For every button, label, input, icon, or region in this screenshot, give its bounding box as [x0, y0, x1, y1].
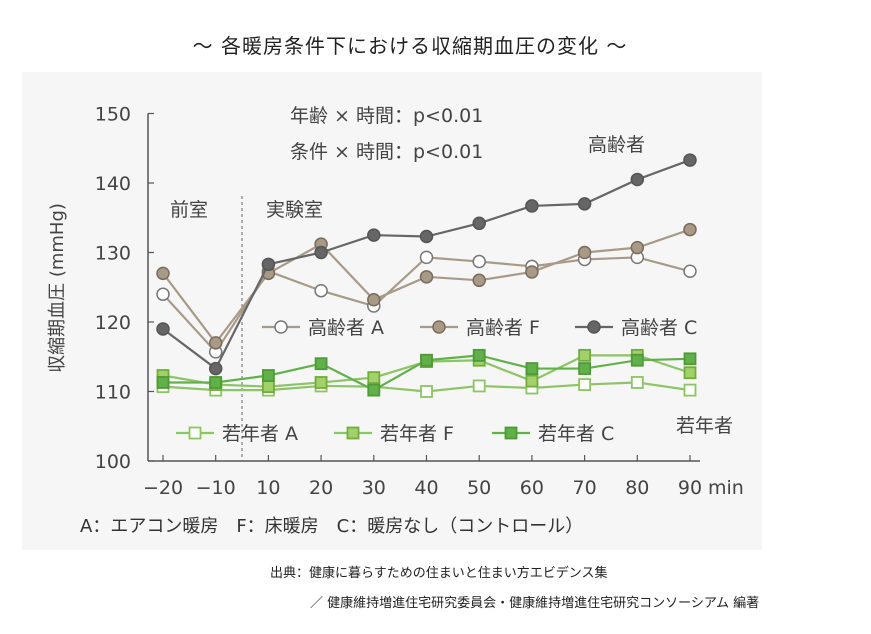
- x-tick-label: 90: [678, 477, 702, 499]
- stats-condition-time: 条件 × 時間：p<0.01: [290, 141, 483, 163]
- condition-legend-note: A：エアコン暖房 F：床暖房 C：暖房なし（コントロール）: [80, 516, 584, 537]
- series-2-point: [525, 265, 539, 279]
- legend-label: 高齢者 F: [466, 317, 540, 339]
- phase-label-lab: 実験室: [266, 199, 323, 221]
- series-3-point: [314, 245, 328, 260]
- legend-marker: [432, 320, 446, 334]
- series-1-point: [314, 283, 328, 298]
- x-tick-label: 50: [467, 477, 491, 499]
- legend-label: 若年者 F: [380, 423, 454, 445]
- series-6-point: [630, 353, 644, 367]
- series-6-point: [683, 352, 697, 366]
- series-6-point: [472, 348, 486, 362]
- x-tick-label: −10: [196, 477, 236, 499]
- x-tick-label: −20: [143, 477, 183, 499]
- legend-marker: [346, 426, 360, 440]
- x-tick-label: 40: [414, 477, 438, 499]
- legend-label: 高齢者 C: [621, 317, 697, 339]
- y-axis-label: 収縮期血圧 (mmHg): [47, 203, 68, 373]
- series-2-point: [208, 336, 223, 350]
- source-caption: 出典：健康に暮らすための住まいと住まい方エビデンス集: [270, 566, 608, 581]
- series-3-point: [208, 361, 223, 376]
- series-3-point: [261, 257, 276, 272]
- series-4-point: [578, 378, 591, 391]
- series-4-point: [420, 385, 433, 398]
- group-label-elderly: 高齢者: [588, 134, 645, 156]
- series-4-point: [683, 383, 697, 397]
- series-3-point: [367, 228, 381, 242]
- x-tick-label: 70: [573, 477, 597, 499]
- series-6-point: [578, 362, 591, 375]
- chart-panel: [22, 72, 762, 550]
- x-axis-unit: min: [708, 477, 744, 499]
- series-6-point: [261, 369, 275, 382]
- stats-age-time: 年齢 × 時間：p<0.01: [290, 105, 483, 127]
- legend-marker: [504, 426, 518, 440]
- series-2-point: [419, 270, 434, 284]
- legend-marker: [274, 320, 288, 334]
- legend-marker: [587, 320, 601, 334]
- series-6-point: [314, 357, 328, 371]
- source-editors: ／ 健康維持増進住宅研究委員会・健康維持増進住宅研究コンソーシアム 編著: [310, 596, 760, 611]
- legend-label: 若年者 C: [538, 423, 614, 445]
- series-1-point: [156, 287, 170, 301]
- y-tick-label: 130: [95, 243, 131, 265]
- y-tick-label: 140: [95, 173, 131, 195]
- x-tick-label: 80: [625, 477, 649, 499]
- series-3-point: [419, 229, 434, 244]
- series-6-point: [209, 376, 223, 389]
- series-5-point: [683, 366, 697, 380]
- series-1-point: [683, 264, 697, 279]
- series-6-point: [156, 376, 170, 389]
- series-3-point: [683, 153, 697, 167]
- x-tick-label: 30: [362, 477, 386, 499]
- series-5-point: [367, 371, 381, 385]
- series-5-point: [578, 348, 591, 362]
- series-6-point: [420, 353, 433, 367]
- series-5-point: [525, 374, 539, 388]
- legend-label: 若年者 A: [222, 423, 298, 445]
- series-2-point: [156, 266, 170, 281]
- series-3-point: [525, 199, 539, 213]
- series-2-point: [577, 245, 592, 260]
- legend-marker: [188, 426, 202, 440]
- y-tick-label: 110: [95, 382, 131, 404]
- chart-title: ～ 各暖房条件下における収縮期血圧の変化 ～: [192, 34, 628, 58]
- series-1-point: [419, 250, 434, 265]
- group-label-young: 若年者: [676, 415, 733, 437]
- series-4-point: [472, 379, 486, 393]
- series-1-point: [472, 254, 486, 269]
- series-2-point: [683, 222, 697, 237]
- legend-label: 高齢者 A: [308, 317, 384, 339]
- series-3-point: [156, 322, 170, 336]
- series-5-point: [314, 376, 328, 389]
- series-2-point: [630, 240, 645, 255]
- x-tick-label: 60: [520, 477, 544, 499]
- series-2-point: [367, 293, 381, 307]
- series-3-point: [472, 216, 486, 231]
- series-5-point: [261, 380, 275, 394]
- x-tick-label: 20: [309, 477, 333, 499]
- series-4-point: [630, 376, 644, 389]
- series-6-point: [367, 383, 381, 397]
- y-tick-label: 100: [95, 451, 131, 473]
- y-tick-label: 120: [95, 312, 131, 334]
- series-3-point: [630, 172, 645, 187]
- x-tick-label: 10: [256, 477, 280, 499]
- y-tick-label: 150: [95, 104, 131, 126]
- series-6-point: [525, 362, 539, 375]
- phase-label-anteroom: 前室: [170, 199, 208, 221]
- series-2-point: [472, 273, 486, 288]
- series-3-point: [577, 197, 592, 211]
